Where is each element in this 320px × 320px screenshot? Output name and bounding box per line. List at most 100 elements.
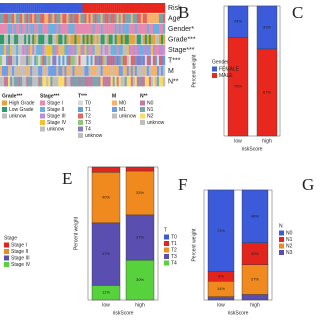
heatmap-cell [138,76,142,87]
heatmap-cell [156,45,160,55]
heatmap-cell [86,13,89,24]
x-tick-label: low [234,138,242,144]
heatmap-cell [118,34,121,45]
heatmap-cell [26,24,29,34]
heatmap-cell [160,34,164,45]
legend-swatch [140,107,145,112]
heatmap-cell [136,3,140,13]
heatmap-cell [154,76,158,87]
heatmap-cell [84,76,87,87]
heatmap-cell [42,45,45,55]
heatmap-cell [62,76,65,87]
legend-label: T0 [171,234,177,240]
heatmap-cell [12,24,15,34]
heatmap-cell [8,66,11,76]
heatmap-cell [14,34,17,45]
heatmap-cell [24,24,27,34]
heatmap-cell [44,34,47,45]
legend-label: T2 [171,247,177,253]
heatmap-cell [26,3,29,13]
heatmap-cell [148,13,152,24]
heatmap-cell [40,45,43,55]
heatmap-cell [22,76,25,87]
heatmap-cell [90,34,93,45]
heatmap-cell [48,13,51,24]
heatmap-cell [38,76,41,87]
heatmap-cell [150,76,154,87]
heatmap-cell [90,13,93,24]
heatmap-cell [10,3,13,13]
row-label: Risk [168,5,182,12]
heatmap-cell [2,34,5,45]
value-label: 40% [102,195,110,200]
heatmap-cell [46,76,49,87]
heatmap-cell [62,34,65,45]
heatmap-cell [110,13,113,24]
heatmap-cell [110,66,113,76]
heatmap-cell [52,66,55,76]
heatmap-cell [82,3,85,13]
heatmap-cell [156,13,160,24]
heatmap-cell [122,45,125,55]
heatmap-cell [26,13,29,24]
heatmap-cell [90,45,93,55]
value-label: 24% [234,19,242,24]
heatmap-cell [114,3,117,13]
heatmap-cell [28,45,31,55]
heatmap-cell [104,3,107,13]
heatmap-cell [64,76,67,87]
heatmap-cell [80,34,83,45]
heatmap-cell [156,66,160,76]
heatmap-cell [72,24,75,34]
heatmap-cell [32,55,35,66]
row-label: T*** [168,58,181,65]
x-axis-label: riskScore [242,146,263,152]
heatmap-cell [152,24,156,34]
legend-label: T1 [171,241,177,247]
row-label: Stage*** [168,47,195,54]
heatmap-cell [124,66,127,76]
heatmap-cell [44,13,47,24]
heatmap-cell [100,45,103,55]
heatmap-cell [114,66,117,76]
heatmap-cell [132,45,136,55]
heatmap-cell [66,76,69,87]
heatmap-cell [144,76,148,87]
heatmap-cell [110,55,113,66]
heatmap-cell [138,66,142,76]
panel-letter: F [178,175,187,194]
heatmap-cell [114,13,117,24]
heatmap-cell [46,66,49,76]
heatmap-cell [66,55,69,66]
bar-segment [91,222,121,286]
heatmap-cell [38,24,41,34]
heatmap-cell [130,24,134,34]
heatmap-cell [30,66,33,76]
heatmap-cell [4,45,7,55]
heatmap-cell [42,55,45,66]
heatmap-cell [80,24,83,34]
heatmap-cell [126,34,129,45]
heatmap-cell [6,66,9,76]
heatmap-cell [144,66,148,76]
heatmap-cell [50,13,53,24]
panel-letter: G [302,175,314,194]
heatmap-cell [78,3,81,13]
heatmap-cell [0,13,3,24]
heatmap-cell [12,55,15,66]
heatmap-cell [88,13,91,24]
legend-swatch [40,100,45,106]
heatmap-cell [12,13,15,24]
heatmap-cell [112,55,115,66]
heatmap-cell [40,34,43,45]
heatmap-cell [138,34,142,45]
heatmap-cell [162,3,166,13]
heatmap-cell [114,55,117,66]
heatmap-cell [142,45,146,55]
legend-label: MALE [219,73,233,79]
heatmap-cell [70,34,73,45]
heatmap-cell [150,34,154,45]
legend-title: M [112,93,116,99]
heatmap-cell [136,66,140,76]
heatmap-cell [54,76,57,87]
